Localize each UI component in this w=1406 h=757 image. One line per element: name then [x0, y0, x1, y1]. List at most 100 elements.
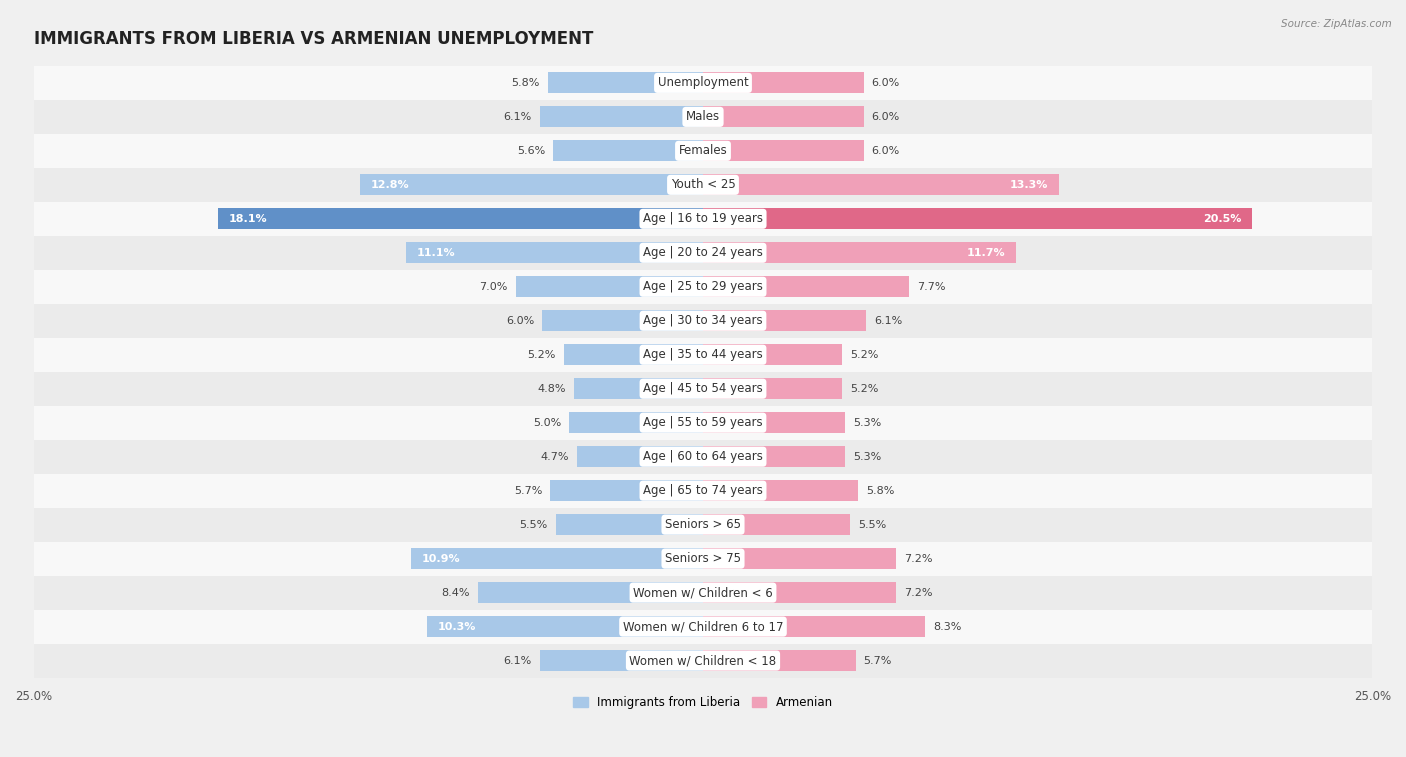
Text: 5.3%: 5.3%	[853, 452, 882, 462]
Text: 10.3%: 10.3%	[437, 621, 477, 631]
Text: 12.8%: 12.8%	[371, 180, 409, 190]
Text: 7.7%: 7.7%	[917, 282, 946, 291]
Bar	[703, 276, 910, 298]
Bar	[34, 202, 1372, 236]
Text: 6.1%: 6.1%	[503, 112, 531, 122]
Text: 11.7%: 11.7%	[967, 248, 1005, 258]
Bar	[703, 344, 842, 366]
Bar	[703, 412, 845, 433]
Text: 7.2%: 7.2%	[904, 553, 932, 564]
Text: Age | 35 to 44 years: Age | 35 to 44 years	[643, 348, 763, 361]
Bar	[427, 616, 703, 637]
Bar	[576, 446, 703, 467]
Text: 5.2%: 5.2%	[527, 350, 555, 360]
Text: 10.9%: 10.9%	[422, 553, 460, 564]
Bar	[703, 310, 866, 332]
Bar	[703, 514, 851, 535]
Text: Age | 45 to 54 years: Age | 45 to 54 years	[643, 382, 763, 395]
Text: Women w/ Children < 18: Women w/ Children < 18	[630, 654, 776, 667]
Text: 11.1%: 11.1%	[416, 248, 456, 258]
Bar	[34, 134, 1372, 168]
Text: 6.0%: 6.0%	[872, 78, 900, 88]
Bar	[555, 514, 703, 535]
Text: Youth < 25: Youth < 25	[671, 179, 735, 192]
Text: Women w/ Children 6 to 17: Women w/ Children 6 to 17	[623, 620, 783, 633]
Text: Women w/ Children < 6: Women w/ Children < 6	[633, 586, 773, 599]
Bar	[703, 378, 842, 399]
Text: 5.5%: 5.5%	[519, 519, 548, 530]
Bar	[543, 310, 703, 332]
Bar	[34, 643, 1372, 678]
Text: 5.7%: 5.7%	[515, 486, 543, 496]
Text: 5.8%: 5.8%	[512, 78, 540, 88]
Text: 5.3%: 5.3%	[853, 418, 882, 428]
Bar	[516, 276, 703, 298]
Bar	[34, 100, 1372, 134]
Bar	[703, 174, 1059, 195]
Text: 5.0%: 5.0%	[533, 418, 561, 428]
Bar	[703, 446, 845, 467]
Bar	[34, 609, 1372, 643]
Text: 8.3%: 8.3%	[934, 621, 962, 631]
Text: 5.7%: 5.7%	[863, 656, 891, 665]
Text: IMMIGRANTS FROM LIBERIA VS ARMENIAN UNEMPLOYMENT: IMMIGRANTS FROM LIBERIA VS ARMENIAN UNEM…	[34, 30, 593, 48]
Text: 6.1%: 6.1%	[503, 656, 531, 665]
Text: Seniors > 65: Seniors > 65	[665, 518, 741, 531]
Text: Age | 30 to 34 years: Age | 30 to 34 years	[643, 314, 763, 327]
Bar	[703, 582, 896, 603]
Text: Age | 25 to 29 years: Age | 25 to 29 years	[643, 280, 763, 293]
Legend: Immigrants from Liberia, Armenian: Immigrants from Liberia, Armenian	[568, 692, 838, 714]
Text: 20.5%: 20.5%	[1204, 213, 1241, 224]
Bar	[540, 106, 703, 127]
Text: Source: ZipAtlas.com: Source: ZipAtlas.com	[1281, 19, 1392, 29]
Bar	[703, 140, 863, 161]
Text: 6.0%: 6.0%	[506, 316, 534, 326]
Bar	[564, 344, 703, 366]
Text: 7.2%: 7.2%	[904, 587, 932, 597]
Bar	[34, 338, 1372, 372]
Bar	[34, 269, 1372, 304]
Text: 8.4%: 8.4%	[441, 587, 470, 597]
Bar	[406, 242, 703, 263]
Bar	[550, 480, 703, 501]
Bar	[703, 106, 863, 127]
Text: 5.8%: 5.8%	[866, 486, 894, 496]
Bar	[218, 208, 703, 229]
Bar	[411, 548, 703, 569]
Bar	[553, 140, 703, 161]
Bar	[34, 406, 1372, 440]
Bar	[478, 582, 703, 603]
Text: 18.1%: 18.1%	[229, 213, 267, 224]
Text: Age | 65 to 74 years: Age | 65 to 74 years	[643, 484, 763, 497]
Text: 4.7%: 4.7%	[541, 452, 569, 462]
Bar	[34, 304, 1372, 338]
Bar	[34, 575, 1372, 609]
Text: Age | 20 to 24 years: Age | 20 to 24 years	[643, 246, 763, 260]
Bar	[34, 372, 1372, 406]
Bar	[703, 616, 925, 637]
Bar	[34, 541, 1372, 575]
Bar	[703, 480, 858, 501]
Bar	[703, 650, 856, 671]
Bar	[703, 242, 1017, 263]
Bar	[540, 650, 703, 671]
Bar	[34, 440, 1372, 474]
Text: 6.1%: 6.1%	[875, 316, 903, 326]
Bar	[360, 174, 703, 195]
Text: Unemployment: Unemployment	[658, 76, 748, 89]
Text: 5.2%: 5.2%	[851, 384, 879, 394]
Text: Males: Males	[686, 111, 720, 123]
Bar	[703, 73, 863, 93]
Text: 4.8%: 4.8%	[538, 384, 567, 394]
Text: Age | 55 to 59 years: Age | 55 to 59 years	[643, 416, 763, 429]
Text: 5.5%: 5.5%	[858, 519, 887, 530]
Bar	[34, 66, 1372, 100]
Bar	[575, 378, 703, 399]
Bar	[34, 474, 1372, 508]
Text: 13.3%: 13.3%	[1010, 180, 1049, 190]
Text: 6.0%: 6.0%	[872, 112, 900, 122]
Text: Age | 16 to 19 years: Age | 16 to 19 years	[643, 212, 763, 226]
Bar	[703, 208, 1251, 229]
Text: Seniors > 75: Seniors > 75	[665, 552, 741, 565]
Bar	[548, 73, 703, 93]
